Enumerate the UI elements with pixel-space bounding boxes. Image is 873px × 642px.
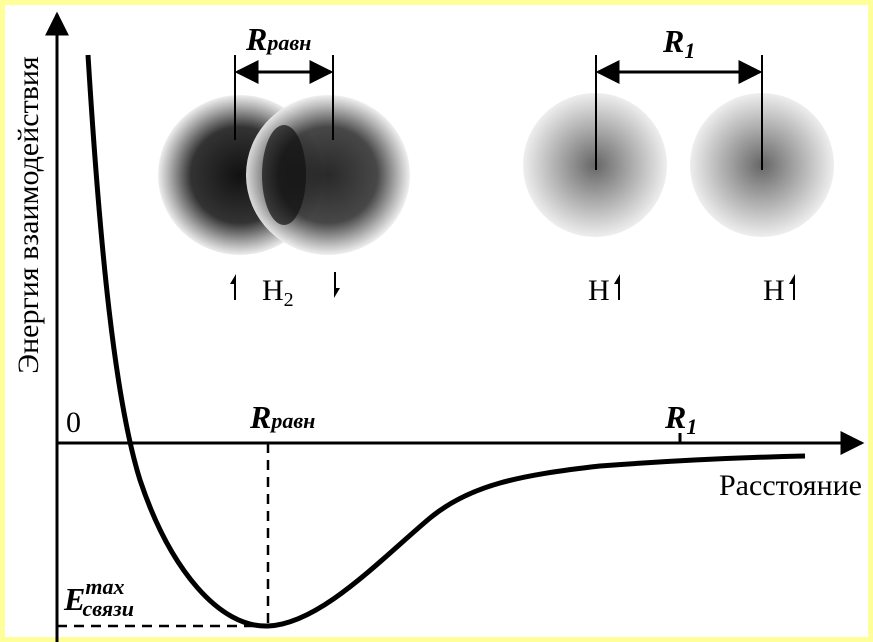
- h-atom-label: H: [588, 274, 610, 307]
- text-part: R: [245, 21, 267, 57]
- h2-cloud: [158, 95, 410, 255]
- text-part: 1: [686, 414, 697, 439]
- x-axis-label: Расстояние: [719, 469, 862, 502]
- r1-label: R1: [664, 399, 697, 439]
- text-part: равн: [269, 408, 315, 433]
- text-part: связи: [82, 596, 133, 621]
- text-part: 1: [684, 38, 695, 63]
- y-axis-label: Энергия взаимодействия: [12, 56, 45, 374]
- r-eq-label-top: Rравн: [245, 21, 311, 57]
- text-part: R: [249, 399, 271, 435]
- text-part: max: [85, 574, 124, 599]
- text-part: равн: [265, 30, 311, 55]
- h-atom-label: H: [763, 274, 785, 307]
- potential-curve: [85, 54, 806, 629]
- r1-label-top: R1: [662, 23, 695, 63]
- text-part: E: [63, 581, 85, 617]
- h2-label: H2: [262, 274, 294, 311]
- text-part: 2: [284, 289, 294, 311]
- text-part: R: [664, 399, 686, 435]
- binding-energy-label: Emax связи: [63, 574, 134, 621]
- text-part: R: [662, 23, 684, 59]
- spin-arrows: [230, 272, 795, 300]
- origin-label: 0: [66, 406, 81, 439]
- bond-length-arrows: [234, 55, 763, 170]
- text-part: H: [262, 274, 284, 307]
- r-eq-label: Rравн: [249, 399, 315, 435]
